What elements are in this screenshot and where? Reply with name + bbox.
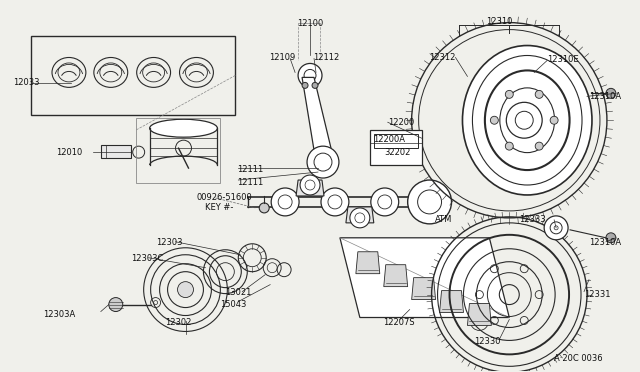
Text: 12310: 12310: [486, 17, 513, 26]
Circle shape: [312, 82, 318, 89]
Circle shape: [350, 208, 370, 228]
Circle shape: [544, 216, 568, 240]
Text: 12111: 12111: [237, 165, 264, 174]
Circle shape: [177, 282, 193, 298]
Circle shape: [371, 188, 399, 216]
Text: 12302: 12302: [166, 318, 192, 327]
Circle shape: [300, 175, 320, 195]
Circle shape: [606, 233, 616, 243]
Text: 12100: 12100: [297, 19, 323, 28]
Text: 15043: 15043: [220, 299, 247, 309]
Text: 13021: 13021: [225, 288, 252, 296]
Text: 32202: 32202: [385, 148, 411, 157]
Bar: [374, 134, 418, 148]
Circle shape: [321, 188, 349, 216]
Polygon shape: [440, 291, 463, 312]
Text: ATM: ATM: [435, 215, 452, 224]
Text: 12310A: 12310A: [589, 92, 621, 101]
Text: 12207S: 12207S: [383, 318, 414, 327]
Text: 12303A: 12303A: [43, 310, 76, 318]
Bar: [136, 118, 220, 183]
Circle shape: [535, 142, 543, 150]
Circle shape: [408, 180, 451, 224]
Circle shape: [506, 142, 513, 150]
Circle shape: [506, 102, 542, 138]
Text: 12111: 12111: [237, 178, 264, 187]
Text: 12330: 12330: [474, 337, 501, 346]
Ellipse shape: [463, 45, 592, 195]
Text: 12312: 12312: [429, 52, 456, 61]
Text: 12310E: 12310E: [547, 55, 579, 64]
Text: 12333: 12333: [519, 215, 546, 224]
Bar: [101, 145, 131, 158]
Circle shape: [506, 90, 513, 98]
Text: 12200: 12200: [388, 118, 414, 127]
Text: 12112: 12112: [313, 54, 339, 62]
Circle shape: [307, 146, 339, 178]
Text: 12010: 12010: [56, 148, 82, 157]
Text: 12331: 12331: [584, 290, 611, 299]
Polygon shape: [302, 77, 336, 172]
Circle shape: [302, 82, 308, 89]
Ellipse shape: [150, 119, 218, 137]
Circle shape: [606, 89, 616, 98]
Circle shape: [490, 116, 499, 124]
Polygon shape: [296, 180, 324, 196]
Polygon shape: [356, 252, 380, 274]
Circle shape: [109, 298, 123, 311]
Text: 12200A: 12200A: [373, 135, 405, 144]
Polygon shape: [467, 304, 492, 326]
Polygon shape: [412, 278, 436, 299]
Text: 12303C: 12303C: [131, 254, 163, 263]
Circle shape: [271, 188, 299, 216]
Bar: [31, 36, 236, 115]
Polygon shape: [340, 238, 509, 318]
Text: 12109: 12109: [269, 54, 295, 62]
Text: 12033: 12033: [13, 78, 40, 87]
Text: KEY #-: KEY #-: [205, 203, 234, 212]
Polygon shape: [346, 207, 374, 223]
Text: 12310A: 12310A: [589, 238, 621, 247]
Bar: [370, 130, 422, 165]
Text: 12303: 12303: [156, 238, 182, 247]
Circle shape: [535, 90, 543, 98]
Circle shape: [550, 116, 558, 124]
Polygon shape: [384, 265, 408, 286]
Text: 00926-51600: 00926-51600: [196, 193, 252, 202]
Circle shape: [298, 64, 322, 87]
Circle shape: [259, 203, 269, 213]
Text: A·20C 0036: A·20C 0036: [554, 355, 603, 363]
